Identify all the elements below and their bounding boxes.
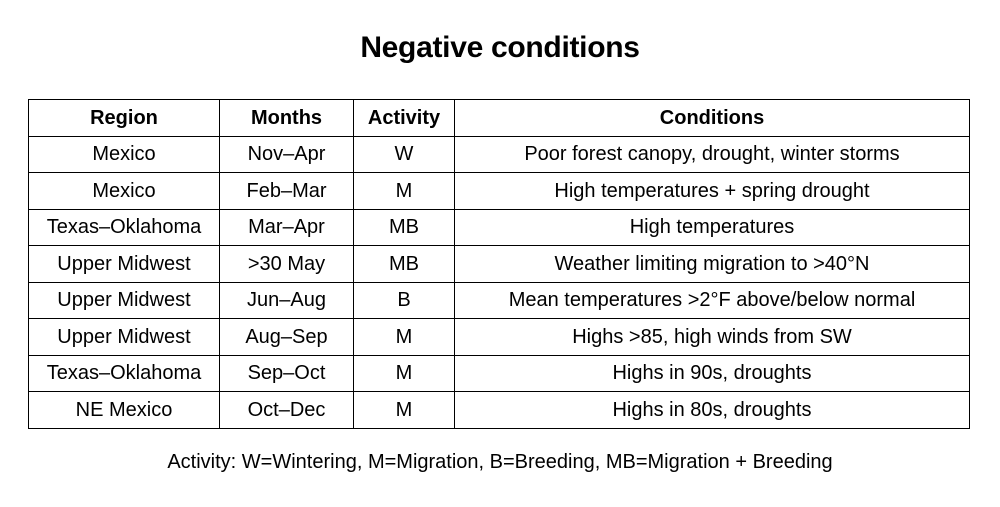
table-row: NE Mexico Oct–Dec M Highs in 80s, drough… <box>28 391 970 429</box>
cell-months: Sep–Oct <box>219 354 354 392</box>
cell-activity: M <box>353 354 455 392</box>
table-row: Upper Midwest Jun–Aug B Mean temperature… <box>28 281 970 319</box>
conditions-table: Region Months Activity Conditions Mexico… <box>28 99 970 429</box>
cell-activity: MB <box>353 245 455 283</box>
cell-conditions: Mean temperatures >2°F above/below norma… <box>454 281 970 319</box>
cell-activity: B <box>353 281 455 319</box>
cell-months: Jun–Aug <box>219 281 354 319</box>
cell-conditions: High temperatures + spring drought <box>454 172 970 210</box>
cell-region: Upper Midwest <box>28 245 220 283</box>
cell-region: Texas–Oklahoma <box>28 208 220 246</box>
cell-activity: M <box>353 391 455 429</box>
cell-activity: MB <box>353 208 455 246</box>
cell-region: NE Mexico <box>28 391 220 429</box>
cell-months: Feb–Mar <box>219 172 354 210</box>
table-header-row: Region Months Activity Conditions <box>28 99 970 137</box>
header-activity: Activity <box>353 99 455 137</box>
cell-activity: M <box>353 318 455 356</box>
cell-conditions: Highs in 90s, droughts <box>454 354 970 392</box>
cell-region: Upper Midwest <box>28 281 220 319</box>
cell-conditions: Weather limiting migration to >40°N <box>454 245 970 283</box>
table-row: Upper Midwest >30 May MB Weather limitin… <box>28 245 970 283</box>
cell-activity: W <box>353 135 455 173</box>
table-row: Texas–Oklahoma Mar–Apr MB High temperatu… <box>28 208 970 246</box>
cell-months: Oct–Dec <box>219 391 354 429</box>
cell-region: Mexico <box>28 172 220 210</box>
cell-conditions: High temperatures <box>454 208 970 246</box>
table-row: Upper Midwest Aug–Sep M Highs >85, high … <box>28 318 970 356</box>
cell-conditions: Highs >85, high winds from SW <box>454 318 970 356</box>
header-region: Region <box>28 99 220 137</box>
cell-activity: M <box>353 172 455 210</box>
cell-months: Nov–Apr <box>219 135 354 173</box>
cell-conditions: Poor forest canopy, drought, winter stor… <box>454 135 970 173</box>
activity-legend-footnote: Activity: W=Wintering, M=Migration, B=Br… <box>167 451 833 473</box>
header-months: Months <box>219 99 354 137</box>
table-row: Mexico Nov–Apr W Poor forest canopy, dro… <box>28 135 970 173</box>
cell-conditions: Highs in 80s, droughts <box>454 391 970 429</box>
table-row: Mexico Feb–Mar M High temperatures + spr… <box>28 172 970 210</box>
cell-months: >30 May <box>219 245 354 283</box>
cell-months: Aug–Sep <box>219 318 354 356</box>
page-title: Negative conditions <box>360 31 640 64</box>
cell-months: Mar–Apr <box>219 208 354 246</box>
table-row: Texas–Oklahoma Sep–Oct M Highs in 90s, d… <box>28 354 970 392</box>
cell-region: Mexico <box>28 135 220 173</box>
cell-region: Texas–Oklahoma <box>28 354 220 392</box>
cell-region: Upper Midwest <box>28 318 220 356</box>
header-conditions: Conditions <box>454 99 970 137</box>
